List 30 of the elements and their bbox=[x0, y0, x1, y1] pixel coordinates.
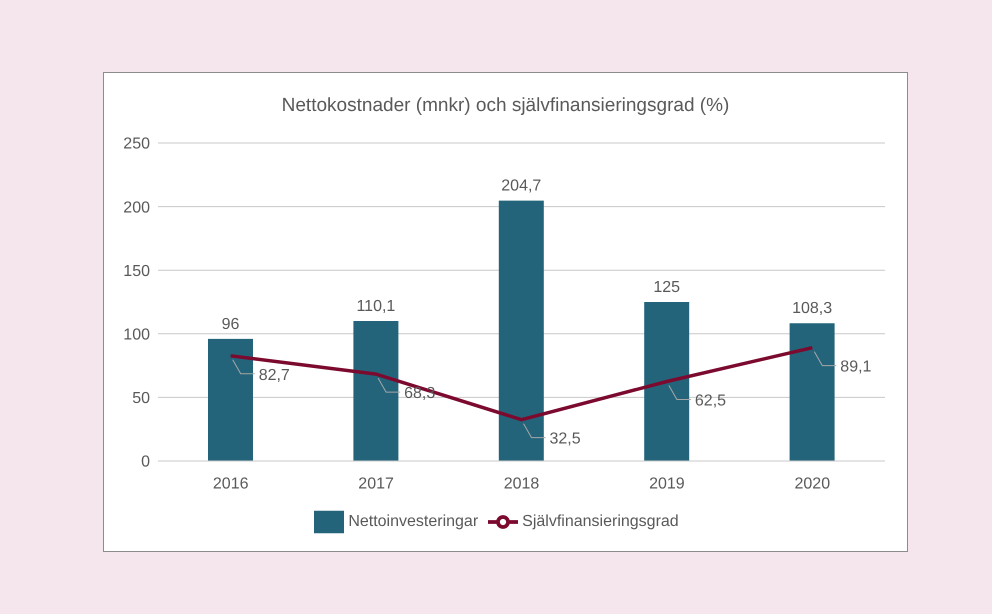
x-tick-label: 2020 bbox=[794, 475, 830, 492]
y-tick-label: 100 bbox=[123, 326, 150, 344]
x-tick-label: 2019 bbox=[649, 475, 685, 492]
line-series bbox=[228, 346, 814, 422]
y-tick-label: 0 bbox=[141, 454, 150, 471]
bar bbox=[208, 338, 253, 461]
chart-title: Nettokostnader (mnkr) och självfinansieringsgrad (%) bbox=[280, 95, 730, 117]
data-label: 108,3 bbox=[792, 300, 832, 318]
data-label: 82,7 bbox=[258, 366, 290, 384]
x-tick-label: 2017 bbox=[358, 475, 394, 492]
x-tick-label: 2018 bbox=[504, 475, 540, 492]
data-label: 68,3 bbox=[404, 385, 436, 402]
y-tick-label: 250 bbox=[123, 136, 150, 153]
data-label: 32,5 bbox=[550, 430, 581, 448]
data-label: 110,1 bbox=[356, 298, 396, 315]
data-label: 96 bbox=[222, 316, 240, 333]
y-tick-label: 50 bbox=[132, 390, 150, 408]
bar bbox=[790, 323, 835, 461]
y-tick-label: 200 bbox=[123, 199, 150, 216]
data-label: 125 bbox=[653, 279, 680, 296]
bar bbox=[498, 200, 544, 461]
data-label: 62,5 bbox=[694, 392, 726, 410]
bar bbox=[644, 302, 690, 461]
data-label: 204,7 bbox=[501, 178, 542, 195]
bar bbox=[353, 320, 398, 461]
legend-label: Nettoinvesteringar bbox=[348, 513, 478, 530]
data-label: 89,1 bbox=[840, 358, 872, 376]
y-tick-label: 150 bbox=[123, 262, 150, 280]
legend-label: Självfinansieringsgrad bbox=[522, 513, 679, 530]
x-tick-label: 2016 bbox=[212, 475, 249, 492]
